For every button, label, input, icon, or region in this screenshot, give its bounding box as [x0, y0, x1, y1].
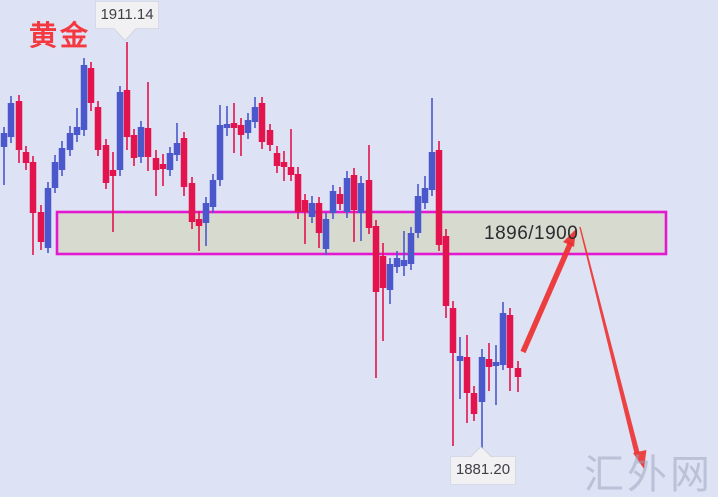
candle-body	[230, 123, 238, 128]
candle-body	[301, 200, 309, 212]
candle-body	[258, 103, 266, 142]
candle-body	[94, 107, 102, 150]
candle-body	[372, 226, 380, 292]
candle-body	[470, 393, 478, 414]
candle-body	[159, 164, 167, 169]
candle-body	[87, 68, 95, 103]
candle-body	[216, 125, 224, 180]
candle-body	[350, 175, 358, 210]
low-price-value: 1881.20	[455, 461, 511, 478]
candle-body	[109, 170, 117, 176]
candle-body	[22, 152, 30, 163]
candle-body	[251, 107, 259, 122]
high-callout-pointer-icon	[114, 28, 136, 40]
candle-body	[144, 128, 152, 157]
candle-body	[44, 188, 52, 248]
high-price-value: 1911.14	[100, 6, 154, 23]
candle-body	[73, 127, 81, 135]
candle-body	[485, 359, 493, 367]
candle-body	[102, 145, 110, 183]
symbol-title: 黄金	[29, 20, 92, 51]
candle-body	[173, 143, 181, 155]
candle-body	[421, 188, 429, 203]
down-arrow-head-icon	[633, 450, 647, 469]
candle-body	[58, 148, 66, 170]
candle-body	[343, 178, 351, 212]
candle-body	[449, 308, 457, 353]
candle-body	[414, 196, 422, 233]
candle-body	[294, 174, 302, 212]
high-price-callout: 1911.14	[96, 2, 158, 28]
candle-body	[357, 183, 365, 213]
up-arrow-shaft	[520, 240, 574, 354]
candle-body	[442, 236, 450, 306]
candle-body	[202, 203, 210, 223]
candle-body	[308, 203, 316, 217]
candle-body	[336, 194, 344, 204]
candle-body	[152, 158, 160, 170]
candle-body	[137, 127, 145, 157]
candle-body	[478, 357, 486, 402]
candle-body	[223, 124, 231, 128]
candle-body	[37, 212, 45, 242]
candle-body	[66, 133, 74, 150]
site-watermark: 汇外网	[584, 453, 713, 497]
candle-body	[506, 315, 514, 368]
candle-body	[499, 313, 507, 365]
candle-body	[180, 138, 188, 187]
candle-body	[244, 120, 252, 133]
candle-body	[492, 362, 500, 366]
candle-body	[188, 183, 196, 222]
candle-body	[266, 130, 274, 145]
candle-body	[166, 153, 174, 170]
candle-body	[195, 219, 203, 226]
candle-body	[463, 357, 471, 393]
candle-body	[407, 233, 415, 264]
candle-body	[29, 162, 37, 213]
candle-body	[400, 260, 408, 266]
candle-body	[7, 103, 15, 137]
candle-body	[0, 133, 8, 147]
low-price-callout: 1881.20	[451, 457, 515, 484]
candle-body	[51, 162, 59, 188]
candle-body	[273, 153, 281, 166]
candle-body	[514, 368, 522, 377]
candle-body	[280, 162, 288, 167]
resistance-zone-label: 1896/1900	[484, 223, 579, 244]
candle-body	[15, 101, 23, 150]
candle-body	[209, 180, 217, 207]
candle-body	[130, 135, 138, 158]
candle-body	[80, 65, 88, 130]
candle-body	[435, 150, 443, 245]
candle-body	[322, 219, 330, 249]
candle-body	[123, 90, 131, 137]
candle-body	[393, 258, 401, 267]
candle-body	[428, 152, 436, 190]
down-arrow-shaft	[579, 227, 640, 454]
candle-body	[329, 191, 337, 213]
candle-body	[237, 125, 245, 135]
candle-body	[379, 256, 387, 288]
candle-body	[315, 203, 323, 233]
candle-body	[287, 167, 295, 175]
low-callout-pointer-icon	[470, 447, 492, 458]
candle-body	[456, 356, 464, 361]
up-arrow-head-icon	[563, 229, 576, 247]
candle-body	[116, 92, 124, 170]
candle-body	[365, 180, 373, 228]
candle-body	[386, 264, 394, 290]
